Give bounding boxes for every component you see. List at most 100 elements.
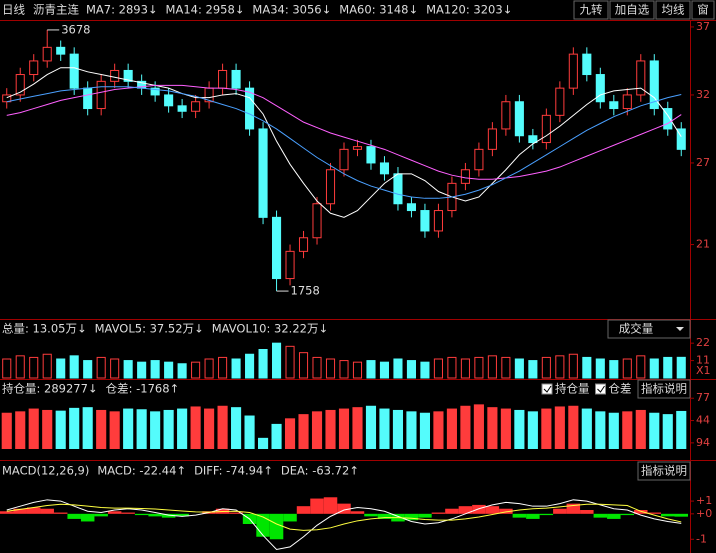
candle-body (218, 69, 228, 89)
macd-bar (107, 511, 122, 514)
button-label[interactable]: 窗 (697, 3, 709, 17)
oi-bar (231, 407, 242, 449)
volume-bar (325, 358, 336, 379)
button-box[interactable] (637, 461, 691, 481)
volume-bar (137, 361, 147, 379)
macd-bar (26, 507, 41, 514)
candle-body (191, 101, 201, 112)
candle-body (29, 60, 39, 76)
oi-bar (190, 406, 201, 449)
macd-bar (485, 506, 500, 514)
macd-bar (0, 511, 14, 514)
candle-body (352, 146, 363, 150)
volume-bar (69, 355, 79, 379)
oi-legend: 仓差: -1768↑ (106, 382, 180, 396)
macd-legend: MACD: -22.44↑ (97, 464, 186, 478)
volume-bar (177, 363, 187, 379)
oi-bar (365, 405, 377, 449)
volume-bar (285, 345, 295, 379)
button-label[interactable]: 均线 (662, 3, 685, 17)
extreme-label: 1758 (291, 284, 320, 298)
button-box[interactable] (691, 0, 715, 20)
candle-body (339, 148, 349, 171)
frame (0, 20, 716, 553)
macd-bar (337, 503, 351, 514)
y-tick-label: 27 (696, 156, 710, 169)
checkbox[interactable] (595, 383, 606, 395)
candle-body (460, 169, 470, 184)
volume-bar (56, 358, 66, 379)
oi-bar (284, 418, 296, 449)
button-label[interactable]: 九转 (580, 3, 603, 17)
volume-bar (528, 360, 538, 379)
candle-body (231, 69, 241, 89)
toggle-label[interactable]: 仓差 (609, 382, 632, 396)
volume-bar (379, 361, 390, 379)
macd-bar (134, 513, 149, 516)
oi-bar (96, 409, 107, 449)
volume-bar (649, 358, 659, 379)
macd-bar (661, 513, 675, 517)
candle-body (487, 128, 497, 150)
button-box[interactable] (573, 0, 609, 20)
ma-legend: MA14: 2958↓ (166, 3, 245, 17)
button-box[interactable] (655, 0, 691, 20)
oi-bar (473, 404, 484, 449)
macd-bar (418, 513, 432, 518)
oi-legend: 持仓量: 289277↓ (2, 382, 98, 396)
oi-bar (298, 414, 309, 449)
macd-bar (566, 503, 581, 514)
macd-legend: MACD(12,26,9) (2, 464, 89, 478)
oi-bar (28, 408, 39, 449)
oi-bar (311, 411, 323, 449)
candle-body (582, 53, 592, 76)
button-label[interactable]: 加自选 (615, 3, 650, 17)
checkbox[interactable] (541, 383, 553, 395)
volume-bar (110, 358, 120, 379)
volume-bar (15, 355, 25, 379)
oi-bar (352, 407, 363, 449)
candle-body (123, 69, 133, 82)
oi-bar (392, 409, 404, 449)
volume-legend: MAVOL5: 37.52万↓ (95, 322, 204, 336)
candle-body (609, 101, 619, 110)
period: 日线 (2, 3, 25, 17)
candle-body (325, 169, 336, 205)
volume-bar (352, 361, 363, 379)
ma-legend: MA7: 2893↓ (86, 3, 158, 17)
checkmark (597, 385, 605, 393)
macd-bar (580, 510, 594, 514)
candle-body (474, 148, 484, 171)
macd-bar (323, 497, 338, 514)
oi-bar (541, 408, 552, 449)
macd-bar (445, 508, 459, 514)
candle-body (150, 87, 160, 96)
button-label[interactable]: 指标说明 (641, 464, 687, 478)
button-box[interactable] (637, 379, 691, 399)
oi-bar (15, 411, 26, 449)
macd-bar (175, 513, 189, 517)
oi-bar (676, 410, 687, 449)
toggle-label[interactable]: 持仓量 (555, 382, 590, 396)
selector-box[interactable] (607, 319, 691, 339)
macd-bar (553, 508, 567, 514)
macd-bar (593, 513, 608, 518)
macd-bar (13, 508, 27, 514)
diff-line (6, 499, 682, 550)
symbol: 沥青主连 (33, 3, 79, 17)
button-label[interactable]: 指标说明 (641, 382, 687, 396)
volume-bar (636, 355, 646, 379)
macd-legend: DIFF: -74.94↑ (194, 464, 273, 478)
volume-bar (123, 360, 133, 379)
selector-label[interactable]: 成交量 (619, 322, 654, 336)
button-box[interactable] (609, 0, 655, 20)
macd-bar (310, 498, 324, 514)
oi-bar (55, 410, 66, 449)
candle-body (541, 114, 551, 144)
candle-body (501, 101, 511, 130)
volume-bar (487, 355, 497, 379)
volume-legend: MAVOL10: 32.22万↓ (212, 322, 328, 336)
volume-bar (609, 360, 619, 379)
y-tick-label: 11 (696, 354, 710, 367)
